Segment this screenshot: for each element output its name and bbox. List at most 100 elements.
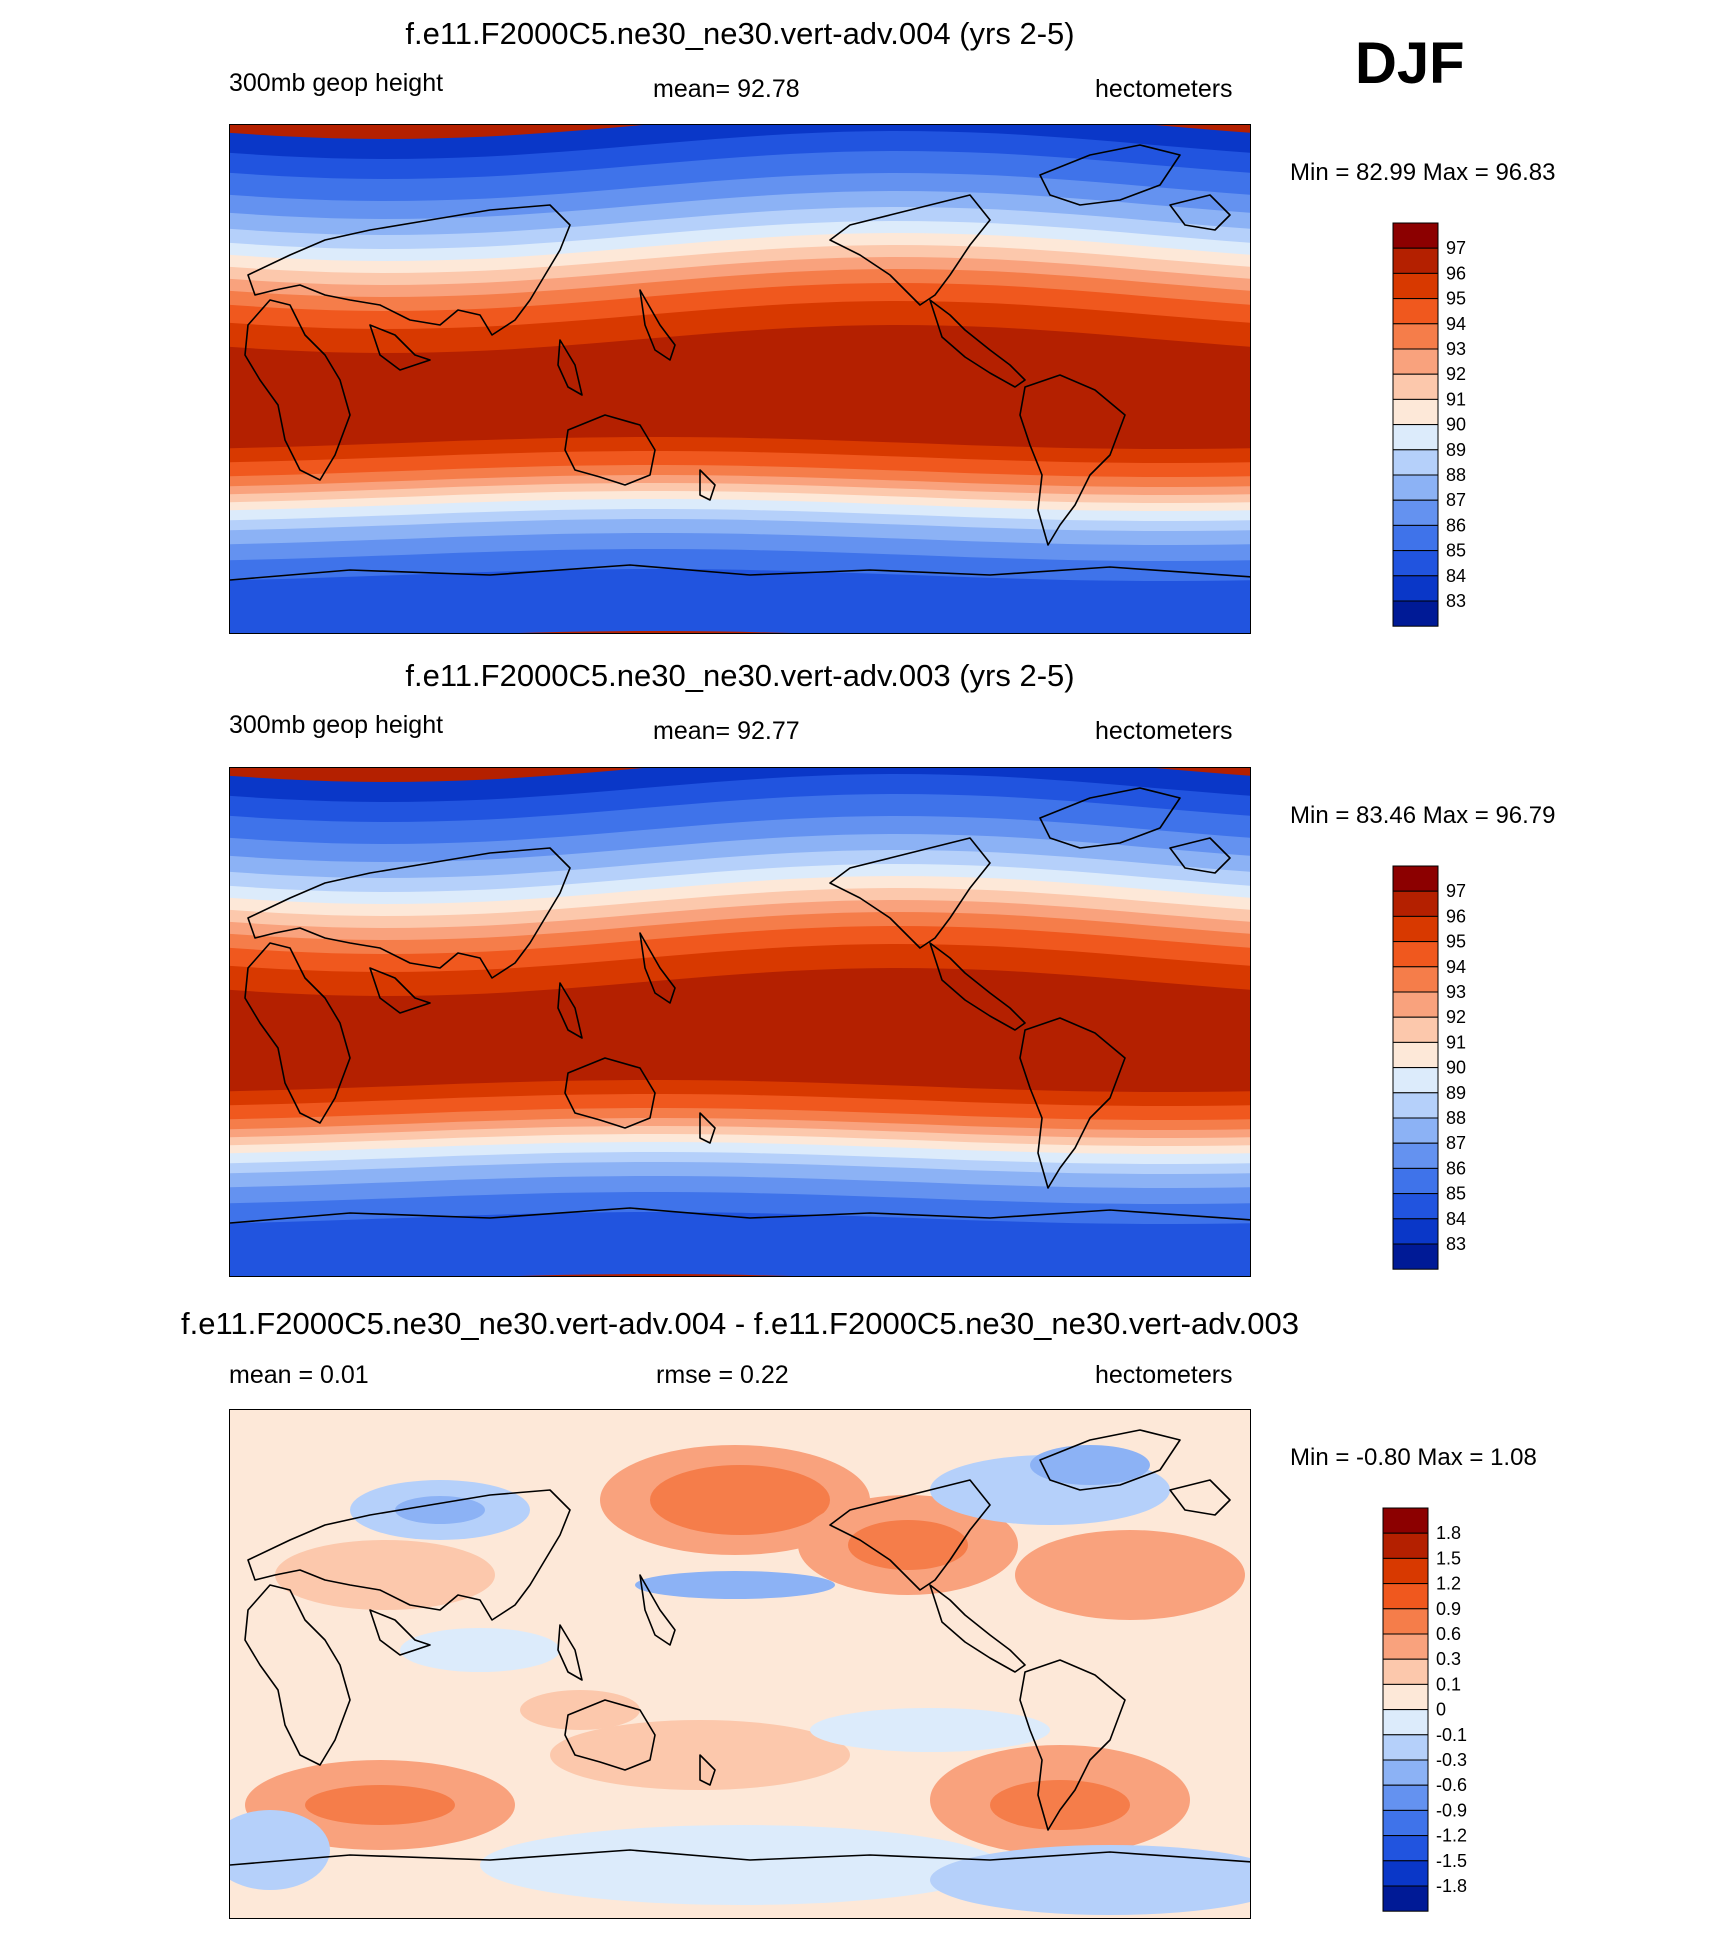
colorbar-level-label: 0.6 [1436,1624,1461,1644]
field-band [230,1094,1250,1122]
colorbar-level-label: 89 [1446,1083,1466,1103]
colorbar-box [1392,272,1439,300]
coastline [1169,194,1231,231]
colorbar-box [1392,1092,1439,1119]
panel1-map [229,124,1251,634]
field-band [230,245,1250,287]
field-band [230,483,1250,505]
panel3-title: f.e11.F2000C5.ne30_ne30.vert-adv.004 - f… [181,1306,1299,1341]
coastline [247,1489,571,1621]
colorbar-level-label: 84 [1446,566,1466,586]
panel2-colorbar-svg: 97 96 95 94 93 92 91 90 89 88 87 86 85 84 83 [1392,865,1466,1270]
anomaly-contour [275,1540,495,1610]
colorbar-box [1382,1885,1429,1912]
field-band [230,816,1250,864]
coastline [369,1609,431,1656]
colorbar-level-label: 0.9 [1436,1599,1461,1619]
coastline [564,414,656,486]
colorbar-level-label: 96 [1446,906,1466,926]
panel2-map-field [230,768,1250,1276]
season-label: DJF [1355,31,1465,96]
colorbar-level-label: 93 [1446,982,1466,1002]
anomaly-contour [635,1571,835,1599]
colorbar-level-label: -1.8 [1436,1876,1467,1896]
coastline [699,1754,716,1786]
field-band [230,900,1250,942]
field-band [230,283,1250,331]
colorbar-level-label: -0.9 [1436,1800,1467,1820]
colorbar-box [1392,449,1439,476]
colorbar-level-label: 88 [1446,1108,1466,1128]
colorbar-box [1392,222,1439,249]
anomaly-contour [848,1520,968,1570]
panel3-map-field [230,1410,1250,1918]
field-band [230,864,1250,906]
colorbar-box [1392,398,1439,426]
anomaly-contour [230,1810,330,1890]
coastline [230,564,1250,581]
coastline [1019,1017,1126,1189]
panel1-colorbar-svg: 97 96 95 94 93 92 91 90 89 88 87 86 85 84 83 [1392,222,1466,627]
field-band [230,1162,1250,1190]
panel3-map [229,1409,1251,1919]
panel1-variable: 300mb geop height [229,69,444,97]
colorbar-box [1382,1658,1429,1685]
panel2-minmax: Min = 83.46 Max = 96.79 [1290,802,1556,829]
field-band [230,475,1250,497]
colorbar-box [1382,1809,1429,1837]
colorbar-level-label: 97 [1446,881,1466,901]
panel2-units: hectometers [1095,717,1233,745]
panel2-mean: mean= 92.77 [653,717,800,745]
field-band [230,1126,1250,1148]
field-band [230,794,1250,846]
field-band [230,1176,1250,1206]
coastline [829,1479,991,1591]
colorbar-box [1392,524,1439,552]
field-band [230,221,1250,263]
colorbar-box [1392,1142,1439,1169]
colorbar-box [1382,1734,1429,1761]
field-band [230,451,1250,479]
coastline [247,847,571,979]
colorbar-box [1392,575,1439,602]
colorbar-level-label: 91 [1446,389,1466,409]
colorbar-level-label: 86 [1446,515,1466,535]
colorbar-box [1382,1835,1429,1862]
anomaly-contour [930,1845,1250,1915]
coastline [1039,1429,1181,1491]
colorbar-level-label: -0.6 [1436,1775,1467,1795]
panel2-title: f.e11.F2000C5.ne30_ne30.vert-adv.003 (yr… [405,658,1075,693]
field-band [230,301,1250,353]
field-band [230,1212,1250,1276]
colorbar-box [1382,1532,1429,1559]
coastline [699,1112,716,1144]
coastline [564,1699,656,1771]
colorbar-level-label: 95 [1446,289,1466,309]
colorbar-level-label: 87 [1446,1133,1466,1153]
colorbar-box [1382,1583,1429,1610]
panel2-colorbar: 97 96 95 94 93 92 91 90 89 88 87 86 85 84 83 [1392,865,1513,1270]
colorbar-level-label: 88 [1446,465,1466,485]
coastline [557,1624,583,1681]
field-band [230,888,1250,930]
colorbar-level-label: 83 [1446,591,1466,611]
colorbar-level-label: 91 [1446,1032,1466,1052]
coastline [1019,374,1126,546]
coastline [929,942,1026,1031]
colorbar-level-label: 93 [1446,339,1466,359]
coastline [244,942,351,1124]
colorbar-level-label: 90 [1446,1058,1466,1078]
anomaly-contour [1015,1530,1245,1620]
panel1-map-field [230,125,1250,633]
colorbar-box [1382,1683,1429,1711]
colorbar-level-label: -0.3 [1436,1750,1467,1770]
panel1-mean: mean= 92.78 [653,75,800,103]
colorbar-box [1392,1218,1439,1245]
colorbar-level-label: 94 [1446,957,1466,977]
coastline [369,324,431,371]
panel3-rmse: rmse = 0.22 [656,1361,789,1389]
coastline [557,339,583,396]
colorbar-box [1392,424,1439,451]
colorbar-level-label: 89 [1446,440,1466,460]
colorbar-box [1382,1784,1429,1811]
